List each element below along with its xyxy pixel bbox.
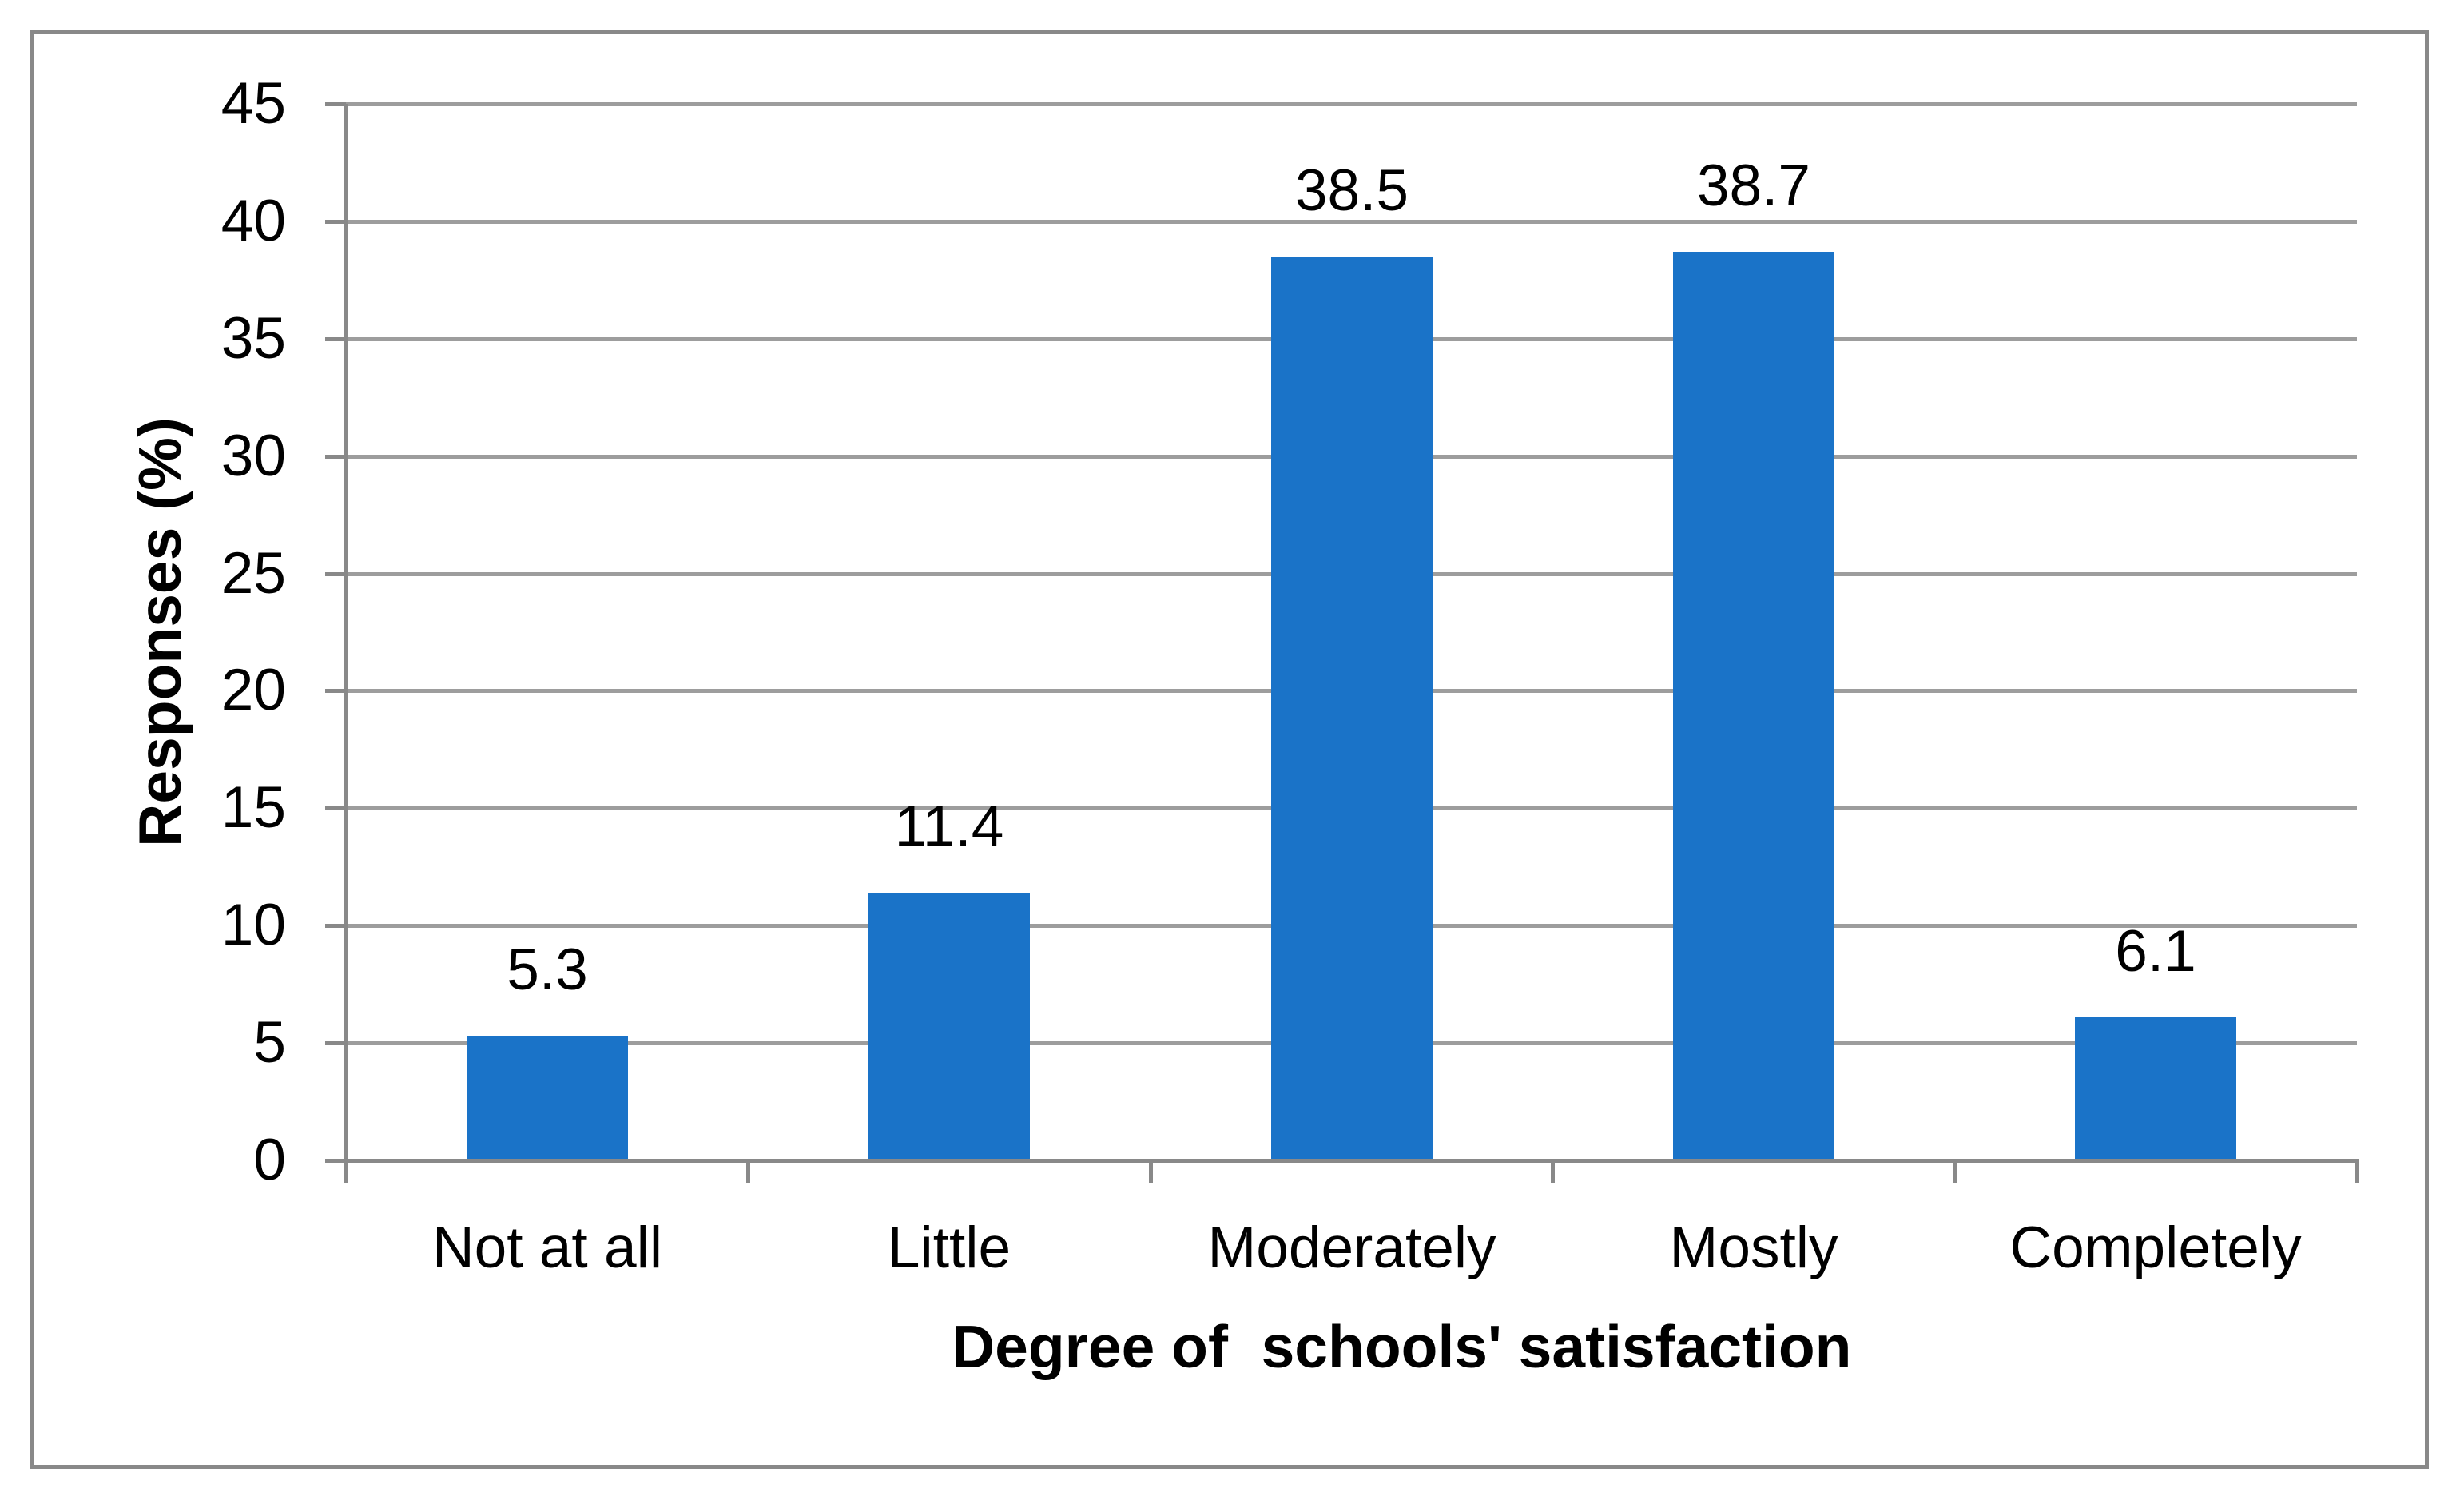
y-axis-tick [325,806,346,810]
y-axis-tick [325,924,346,928]
bar [467,1036,628,1159]
y-axis-tick-label: 25 [221,541,286,606]
y-axis-tick [325,689,346,693]
y-axis-tick-label: 10 [221,893,286,957]
y-axis-tick [325,1159,346,1163]
y-axis-tick-label: 35 [221,306,286,371]
y-axis-line [344,104,348,1183]
y-axis-tick [325,337,346,341]
bar-value-label: 5.3 [507,937,588,1002]
y-axis-tick-label: 15 [221,775,286,840]
x-category-label: Completely [2009,1215,2302,1280]
y-axis-tick [325,220,346,224]
bar [868,893,1030,1159]
y-axis-tick-label: 40 [221,189,286,253]
bar [1673,252,1834,1159]
x-axis-tick [1149,1160,1153,1183]
bar-value-label: 6.1 [2115,919,2196,984]
x-axis-tick [2355,1160,2359,1183]
gridline [346,220,2357,224]
y-axis-tick-label: 20 [221,658,286,722]
chart-outer-border [30,30,2429,1469]
x-category-label: Moderately [1207,1215,1496,1280]
y-axis-tick-label: 45 [221,71,286,136]
y-axis-tick-label: 30 [221,424,286,488]
bar [2075,1017,2236,1159]
x-category-label: Little [887,1215,1011,1280]
bar-value-label: 11.4 [894,794,1004,859]
bar-value-label: 38.7 [1696,153,1811,218]
bar [1271,257,1433,1159]
y-axis-tick [325,455,346,459]
x-axis-tick [1953,1160,1957,1183]
y-axis-tick [325,1041,346,1045]
y-axis-tick [325,102,346,106]
x-axis-title: Degree of schools' satisfaction [952,1313,1852,1380]
y-axis-tick-label: 0 [253,1128,286,1192]
x-axis-line [346,1159,2359,1163]
gridline [346,102,2357,106]
x-category-label: Mostly [1669,1215,1838,1280]
x-category-label: Not at all [431,1215,663,1280]
bar-value-label: 38.5 [1294,158,1409,223]
y-axis-tick-label: 5 [253,1010,286,1075]
x-axis-tick [1551,1160,1555,1183]
y-axis-tick [325,572,346,576]
x-axis-tick [746,1160,750,1183]
